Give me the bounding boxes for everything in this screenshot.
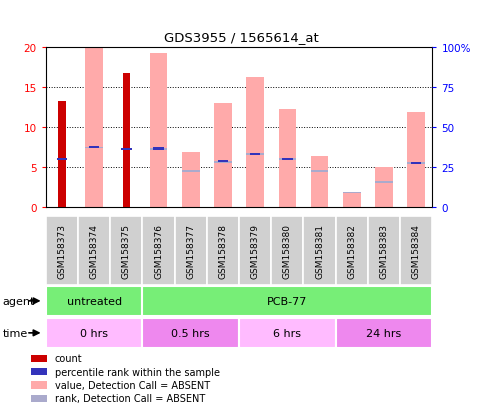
Bar [85,147,103,149]
Text: GSM158380: GSM158380 [283,223,292,278]
Bar [182,153,199,207]
Text: 0.5 hrs: 0.5 hrs [171,328,210,338]
Text: GSM158384: GSM158384 [412,223,421,278]
Bar [311,171,328,172]
Bar [182,171,199,172]
Text: GSM158381: GSM158381 [315,223,324,278]
Bar [407,163,425,164]
Bar [411,162,421,165]
Text: GSM158382: GSM158382 [347,223,356,278]
Bar [207,217,239,285]
Bar [368,217,400,285]
Bar [30,355,47,362]
Bar [343,194,361,207]
Bar [214,162,232,164]
Bar [282,158,293,161]
Text: GSM158377: GSM158377 [186,223,195,278]
Bar [250,154,260,156]
Bar [279,159,296,160]
Text: 6 hrs: 6 hrs [273,328,301,338]
Text: PCB-77: PCB-77 [267,296,308,306]
Text: GSM158379: GSM158379 [251,223,260,278]
Bar [78,217,110,285]
Bar [30,368,47,375]
Bar [271,217,303,285]
Bar [142,217,175,285]
Bar [121,149,131,151]
Bar [123,74,130,207]
Bar [375,182,393,183]
Text: percentile rank within the sample: percentile rank within the sample [55,367,220,377]
Bar [218,161,228,163]
Bar [375,167,393,207]
Bar [150,54,168,207]
Bar [239,318,336,348]
Bar [400,217,432,285]
Bar [46,318,142,348]
Bar [343,192,361,194]
Bar [303,217,336,285]
Text: agent: agent [2,296,35,306]
Bar [46,287,142,316]
Text: GSM158375: GSM158375 [122,223,131,278]
Bar [246,78,264,207]
Bar [30,382,47,389]
Text: 24 hrs: 24 hrs [367,328,401,338]
Text: untreated: untreated [67,296,122,306]
Bar [89,146,99,149]
Bar [154,148,164,150]
Bar [85,48,103,207]
Text: GSM158378: GSM158378 [218,223,227,278]
Bar [214,104,232,207]
Text: GDS3955 / 1565614_at: GDS3955 / 1565614_at [164,31,319,44]
Bar [336,318,432,348]
Text: time: time [2,328,28,338]
Text: GSM158373: GSM158373 [57,223,67,278]
Bar [407,113,425,207]
Bar [142,318,239,348]
Text: count: count [55,354,83,363]
Bar [110,217,142,285]
Text: GSM158383: GSM158383 [380,223,388,278]
Text: GSM158376: GSM158376 [154,223,163,278]
Bar [246,154,264,155]
Bar [279,110,296,207]
Text: value, Detection Call = ABSENT: value, Detection Call = ABSENT [55,380,210,390]
Text: GSM158374: GSM158374 [90,223,99,278]
Bar [336,217,368,285]
Bar [239,217,271,285]
Bar [142,287,432,316]
Text: rank, Detection Call = ABSENT: rank, Detection Call = ABSENT [55,393,205,404]
Bar [58,102,66,207]
Bar [175,217,207,285]
Bar [311,156,328,207]
Bar [46,217,78,285]
Bar [30,395,47,402]
Text: 0 hrs: 0 hrs [80,328,108,338]
Bar [150,149,168,151]
Bar [57,158,67,161]
